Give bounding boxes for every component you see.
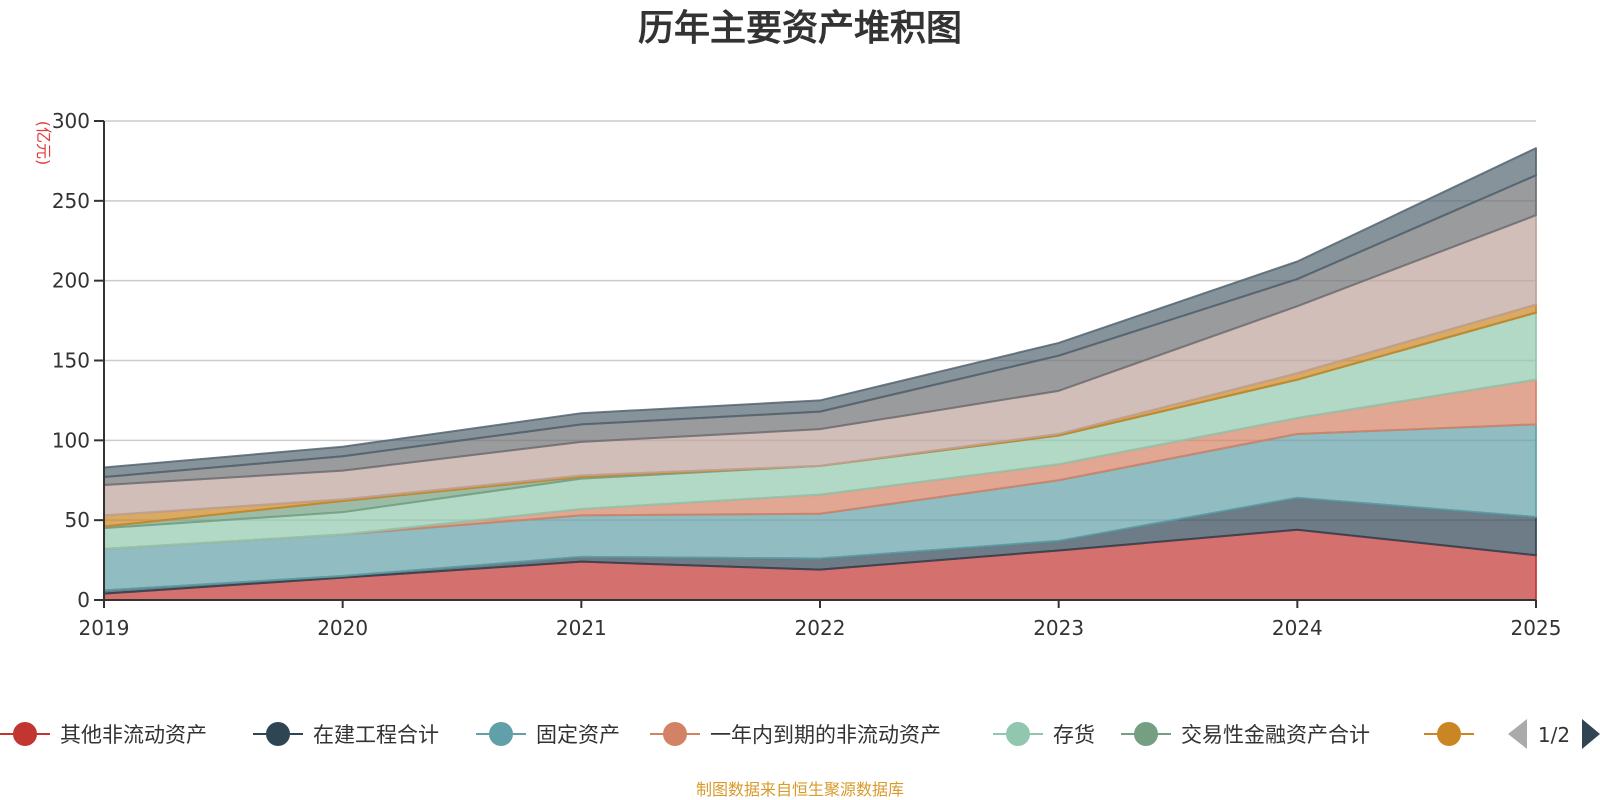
y-axis-labels: 0 50 100 150 200 250 300 <box>52 109 90 612</box>
x-tick-label: 2023 <box>1033 616 1084 640</box>
y-tick-label: 300 <box>52 109 90 133</box>
y-tick-label: 50 <box>65 508 90 532</box>
legend-marker <box>1437 722 1461 746</box>
x-tick-label: 2025 <box>1511 616 1562 640</box>
legend-marker <box>1006 722 1030 746</box>
legend-marker <box>663 722 687 746</box>
legend-label: 其他非流动资产 <box>60 723 207 747</box>
legend-item[interactable]: 交易性金融资产合计 <box>1121 722 1370 747</box>
legend-label: 在建工程合计 <box>313 723 439 747</box>
legend-label: 存货 <box>1053 723 1095 747</box>
legend-next-arrow-icon[interactable] <box>1582 719 1600 749</box>
y-tick-label: 100 <box>52 428 90 452</box>
legend-marker <box>489 722 513 746</box>
y-tick-label: 250 <box>52 189 90 213</box>
legend-label: 固定资产 <box>536 723 620 747</box>
y-tick-label: 200 <box>52 269 90 293</box>
x-tick-label: 2021 <box>556 616 607 640</box>
legend-item[interactable]: 在建工程合计 <box>253 722 439 747</box>
x-tick-label: 2024 <box>1272 616 1323 640</box>
area-series-9 <box>103 147 1537 479</box>
legend-item[interactable]: 固定资产 <box>476 722 620 747</box>
x-tick-label: 2019 <box>79 616 130 640</box>
y-axis-unit-label: (亿元) <box>34 121 53 166</box>
legend-item-truncated[interactable] <box>1424 722 1474 746</box>
axes <box>94 120 1537 608</box>
chart-title: 历年主要资产堆积图 <box>638 8 962 49</box>
y-tick-label: 0 <box>77 588 90 612</box>
x-tick-label: 2022 <box>795 616 846 640</box>
legend-marker <box>266 722 290 746</box>
legend-page-indicator: 1/2 <box>1538 723 1570 747</box>
legend-pager: 1/2 <box>1508 719 1600 749</box>
legend-item[interactable]: 其他非流动资产 <box>0 722 207 747</box>
legend-label: 一年内到期的非流动资产 <box>710 723 941 747</box>
legend-marker <box>1134 722 1158 746</box>
legend-label: 交易性金融资产合计 <box>1181 723 1370 747</box>
y-tick-label: 150 <box>52 349 90 373</box>
area-series <box>103 147 1537 601</box>
legend-marker <box>13 722 37 746</box>
legend-item[interactable]: 存货 <box>993 722 1095 747</box>
x-tick-label: 2020 <box>317 616 368 640</box>
legend: 其他非流动资产 在建工程合计 固定资产 一年内到期的非流动资产 存货 交易性金融资产合计 <box>0 722 1474 747</box>
x-axis-labels: 2019 2020 2021 2022 2023 2024 2025 <box>79 616 1562 640</box>
source-note: 制图数据来自恒生聚源数据库 <box>696 780 904 799</box>
legend-item[interactable]: 一年内到期的非流动资产 <box>650 722 941 747</box>
legend-prev-arrow-icon[interactable] <box>1508 719 1527 749</box>
